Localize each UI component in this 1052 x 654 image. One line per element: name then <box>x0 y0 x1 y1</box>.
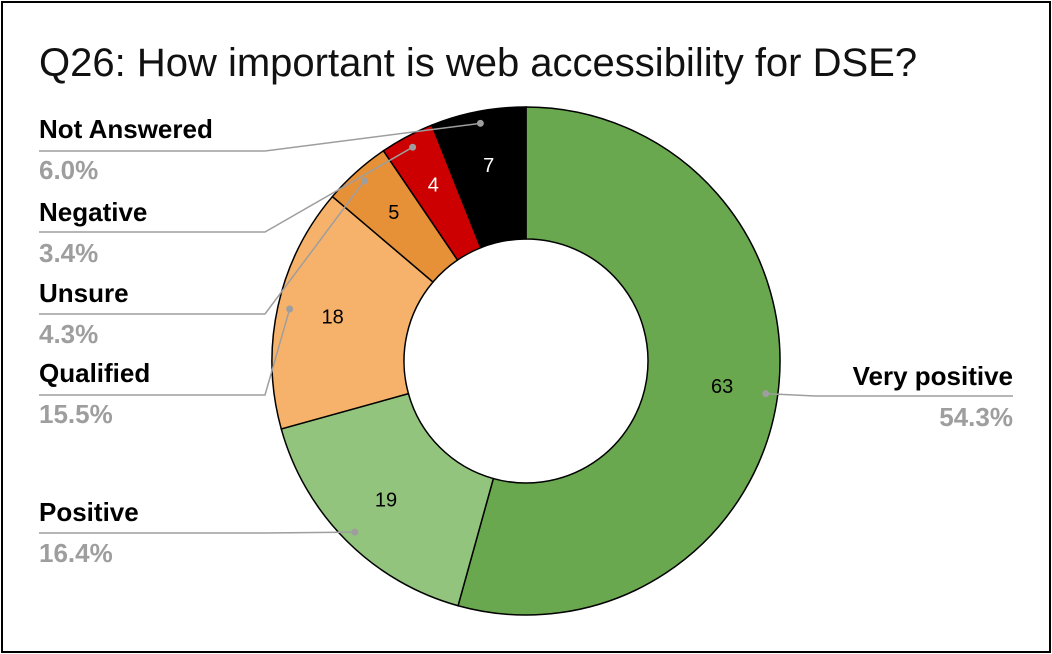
slices-group <box>271 106 781 616</box>
callout-line-qualified <box>39 308 291 396</box>
callout-percent-not-answered: 6.0% <box>39 155 98 185</box>
value-label-unsure: 5 <box>388 202 399 224</box>
callout-percent-very-positive: 54.3% <box>939 402 1013 432</box>
value-label-not-answered: 7 <box>483 155 494 177</box>
slice-very-positive <box>457 106 781 616</box>
callout-percent-unsure: 4.3% <box>39 319 98 349</box>
value-label-positive: 19 <box>375 489 397 511</box>
callout-name-very-positive: Very positive <box>853 361 1013 391</box>
slice-positive <box>280 392 495 607</box>
slice-qualified <box>271 195 435 430</box>
callout-percent-qualified: 15.5% <box>39 399 113 429</box>
callout-name-positive: Positive <box>39 497 139 527</box>
callout-line-positive <box>39 531 355 534</box>
callouts-group: Very positive54.3%Positive16.4%Qualified… <box>39 114 1013 568</box>
value-labels-group: 63 19 18 5 4 7 <box>322 155 734 511</box>
callout-name-not-answered: Not Answered <box>39 114 213 144</box>
value-label-very-positive: 63 <box>711 376 733 398</box>
callout-percent-positive: 16.4% <box>39 538 113 568</box>
callout-name-unsure: Unsure <box>39 278 129 308</box>
callout-percent-negative: 3.4% <box>39 238 98 268</box>
slice-not-answered <box>431 106 527 249</box>
callout-line-very-positive <box>765 392 1013 397</box>
callout-line-negative <box>39 146 414 233</box>
callout-name-negative: Negative <box>39 197 147 227</box>
value-label-negative: 4 <box>428 174 439 196</box>
callout-name-qualified: Qualified <box>39 358 150 388</box>
callout-line-not-answered <box>39 122 481 152</box>
chart-title: Q26: How important is web accessibility … <box>39 41 918 85</box>
donut-chart: Very positive54.3%Positive16.4%Qualified… <box>39 106 1013 616</box>
value-label-qualified: 18 <box>322 307 344 329</box>
callout-line-unsure <box>39 180 365 315</box>
